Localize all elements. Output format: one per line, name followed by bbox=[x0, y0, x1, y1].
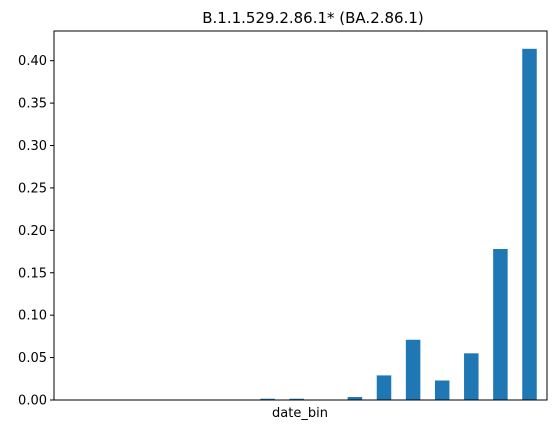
bar bbox=[434, 380, 450, 400]
y-tick-label: 0.10 bbox=[18, 309, 47, 324]
bar bbox=[522, 48, 537, 401]
y-tick-label: 0.20 bbox=[18, 224, 47, 239]
y-tick-label: 0.35 bbox=[18, 97, 47, 112]
y-tick-label: 0.00 bbox=[18, 394, 47, 409]
bars-group bbox=[260, 48, 537, 401]
bar bbox=[464, 353, 479, 400]
bar bbox=[260, 398, 275, 400]
y-tick-label: 0.15 bbox=[18, 266, 47, 281]
plot-frame bbox=[53, 30, 548, 401]
bar bbox=[376, 375, 392, 400]
y-tick-label: 0.05 bbox=[18, 351, 47, 366]
bar bbox=[493, 249, 508, 400]
y-tick-label: 0.25 bbox=[18, 181, 47, 196]
bar bbox=[347, 397, 363, 400]
y-tick-label: 0.40 bbox=[18, 54, 47, 69]
x-axis-label: date_bin bbox=[272, 406, 328, 421]
y-axis: 0.00 0.05 0.10 0.15 0.20 0.25 0.30 0.35 0.40 bbox=[18, 54, 54, 409]
y-tick-label: 0.30 bbox=[18, 139, 47, 154]
chart-title: B.1.1.529.2.86.1* (BA.2.86.1) bbox=[202, 9, 424, 27]
bar bbox=[405, 339, 421, 400]
bar bbox=[289, 398, 304, 400]
